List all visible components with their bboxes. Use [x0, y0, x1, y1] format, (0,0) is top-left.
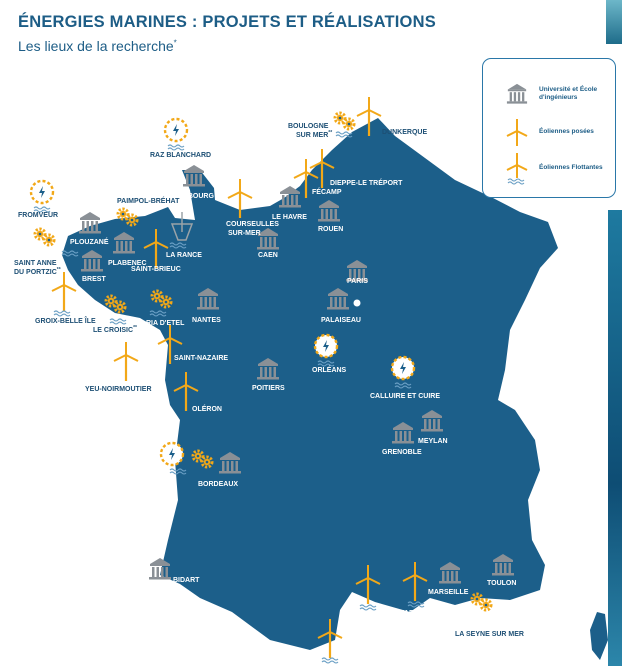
- label-faraman: FARAMAN: [400, 610, 435, 617]
- legend: Université et École d'ingénieurs Éolienn…: [482, 58, 616, 198]
- label-nantes: NANTES: [192, 317, 221, 324]
- label-le-croisic: LE CROISIC**: [93, 325, 137, 334]
- france-mainland: [62, 118, 558, 650]
- label-la-rance: LA RANCE: [166, 252, 202, 259]
- label-oleron: OLÉRON: [192, 404, 222, 413]
- label-toulon: TOULON: [487, 580, 516, 587]
- label-rouen: ROUEN: [318, 226, 343, 233]
- page-subtitle: Les lieux de la recherche*: [18, 38, 177, 54]
- corsica: [590, 612, 608, 660]
- label-du-portzic: DU PORTZIC**: [14, 267, 61, 276]
- label-fecamp: FÉCAMP: [312, 187, 342, 196]
- label-sur-mer-2: SUR-MER: [228, 230, 261, 237]
- label-sur-mer: SUR MER**: [296, 130, 332, 139]
- label-groix: GROIX-BELLE ÎLE: [35, 316, 96, 325]
- label-caluire: CALLUIRE ET CUIRE: [370, 393, 440, 400]
- waves-med-icon: [321, 657, 339, 664]
- legend-label-floating: Éoliennes Flottantes: [539, 164, 603, 171]
- label-boulogne: BOULOGNE: [288, 123, 329, 130]
- label-plouzane: PLOUZANÉ: [70, 237, 109, 246]
- tidal-orleans-icon: [313, 333, 339, 359]
- label-caen: CAEN: [258, 252, 278, 259]
- label-saint-brieuc: SAINT-BRIEUC: [131, 266, 181, 273]
- legend-label-fixed: Éoliennes posées: [539, 128, 594, 135]
- label-meylan: MEYLAN: [418, 438, 448, 445]
- label-le-havre: LE HAVRE: [272, 214, 307, 221]
- university-icon: [506, 83, 528, 104]
- label-dunkerque: DUNKERQUE: [382, 129, 427, 136]
- turbine-yeu-icon: [112, 340, 140, 383]
- paris-marker: [353, 299, 361, 307]
- legend-item-university: Université et École d'ingénieurs: [505, 83, 611, 105]
- waves-le-croisic-icon: [109, 318, 127, 325]
- legend-item-fixed: Éoliennes posées: [505, 117, 594, 147]
- tidal-bordeaux-icon: [159, 441, 185, 467]
- label-marseille: MARSEILLE: [428, 589, 469, 596]
- label-fromveur: FROMVEUR: [18, 212, 58, 219]
- legend-label-university: Université et École d'ingénieurs: [539, 86, 598, 101]
- label-poitiers: POITIERS: [252, 385, 285, 392]
- legend-item-floating: Éoliennes Flottantes: [505, 151, 603, 185]
- label-plabenec: PLABENEC: [108, 260, 147, 267]
- label-paris: PARIS: [347, 278, 368, 285]
- decorative-stripe-top: [606, 0, 622, 44]
- gear-boulogne-icon: [335, 113, 354, 129]
- waves-gruissan-icon: [359, 604, 377, 611]
- label-yeu: YEU-NOIRMOUTIER: [85, 386, 152, 393]
- tidal-fromveur-icon: [29, 179, 55, 205]
- label-saint-anne: SAINT ANNE: [14, 260, 57, 267]
- waves-groix-icon: [53, 310, 71, 317]
- label-dieppe: DIEPPE-LE TRÉPORT: [330, 178, 403, 187]
- gear-saint-anne-icon: [35, 229, 54, 245]
- floating-wind-turbine-icon: [506, 153, 528, 185]
- turbine-groix-icon: [50, 270, 78, 313]
- fixed-wind-turbine-icon: [506, 119, 528, 146]
- page-title: ÉNERGIES MARINES : PROJETS ET RÉALISATIO…: [18, 13, 436, 31]
- label-gruissan: GRUISSAN: [350, 613, 387, 620]
- decorative-stripe-right: [608, 210, 622, 666]
- label-ria-etel: RIA D'ETEL: [146, 320, 185, 327]
- label-saint-nazaire: SAINT-NAZAIRE: [174, 355, 228, 362]
- label-raz-blanchard: RAZ BLANCHARD: [150, 152, 211, 159]
- label-cherbourg: CHERBOURG: [168, 193, 214, 200]
- label-paimpol: PAIMPOL-BRÉHAT: [117, 196, 180, 205]
- dam-la-rance-icon: [170, 212, 194, 241]
- tidal-raz-blanchard-icon: [163, 117, 189, 143]
- label-courseulles: COURSEULLES: [226, 221, 279, 228]
- tidal-caluire-icon: [390, 355, 416, 381]
- label-palaiseau: PALAISEAU: [321, 317, 361, 324]
- waves-raz-icon: [167, 144, 185, 151]
- label-orleans: ORLÉANS: [312, 365, 347, 374]
- label-bidart: BIDART: [173, 577, 200, 584]
- label-bordeaux: BORDEAUX: [198, 481, 238, 488]
- label-grenoble: GRENOBLE: [382, 449, 422, 456]
- label-brest: BREST: [82, 276, 106, 283]
- label-la-seyne: LA SEYNE SUR MER: [455, 631, 524, 638]
